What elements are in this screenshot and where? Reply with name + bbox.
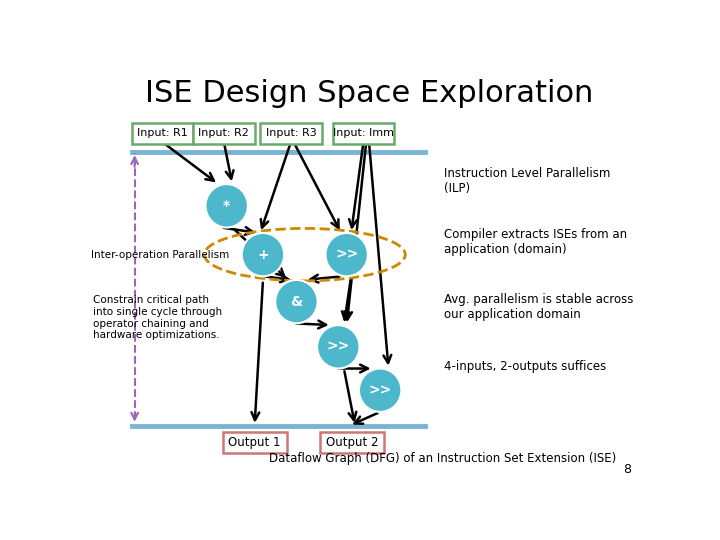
Ellipse shape xyxy=(242,233,284,276)
Text: >>: >> xyxy=(327,340,350,354)
FancyBboxPatch shape xyxy=(260,123,322,144)
Ellipse shape xyxy=(359,368,401,412)
Text: Output 1: Output 1 xyxy=(228,436,281,449)
Text: Input: R1: Input: R1 xyxy=(138,129,188,138)
Text: &: & xyxy=(290,295,302,309)
Text: +: + xyxy=(257,248,269,261)
Ellipse shape xyxy=(205,184,248,227)
Text: >>: >> xyxy=(369,383,392,397)
FancyBboxPatch shape xyxy=(320,432,384,453)
Text: ISE Design Space Exploration: ISE Design Space Exploration xyxy=(145,79,593,109)
Ellipse shape xyxy=(317,325,359,368)
Text: Constrain critical path
into single cycle through
operator chaining and
hardware: Constrain critical path into single cycl… xyxy=(93,295,222,340)
Text: 8: 8 xyxy=(624,463,631,476)
Text: 4-inputs, 2-outputs suffices: 4-inputs, 2-outputs suffices xyxy=(444,360,606,373)
Text: Inter-operation Parallelism: Inter-operation Parallelism xyxy=(91,249,230,260)
FancyBboxPatch shape xyxy=(132,123,193,144)
Text: >>: >> xyxy=(335,248,359,261)
Text: Compiler extracts ISEs from an
application (domain): Compiler extracts ISEs from an applicati… xyxy=(444,228,627,256)
FancyBboxPatch shape xyxy=(333,123,394,144)
Text: Avg. parallelism is stable across
our application domain: Avg. parallelism is stable across our ap… xyxy=(444,293,634,321)
FancyBboxPatch shape xyxy=(222,432,287,453)
Text: Instruction Level Parallelism
(ILP): Instruction Level Parallelism (ILP) xyxy=(444,166,611,194)
Text: *: * xyxy=(223,199,230,213)
Text: Input: R3: Input: R3 xyxy=(266,129,316,138)
Text: Dataflow Graph (DFG) of an Instruction Set Extension (ISE): Dataflow Graph (DFG) of an Instruction S… xyxy=(269,453,616,465)
Text: Input: R2: Input: R2 xyxy=(199,129,249,138)
FancyBboxPatch shape xyxy=(193,123,255,144)
Ellipse shape xyxy=(275,280,318,323)
Ellipse shape xyxy=(325,233,368,276)
Text: Input: Imm: Input: Imm xyxy=(333,129,394,138)
Text: Output 2: Output 2 xyxy=(326,436,379,449)
